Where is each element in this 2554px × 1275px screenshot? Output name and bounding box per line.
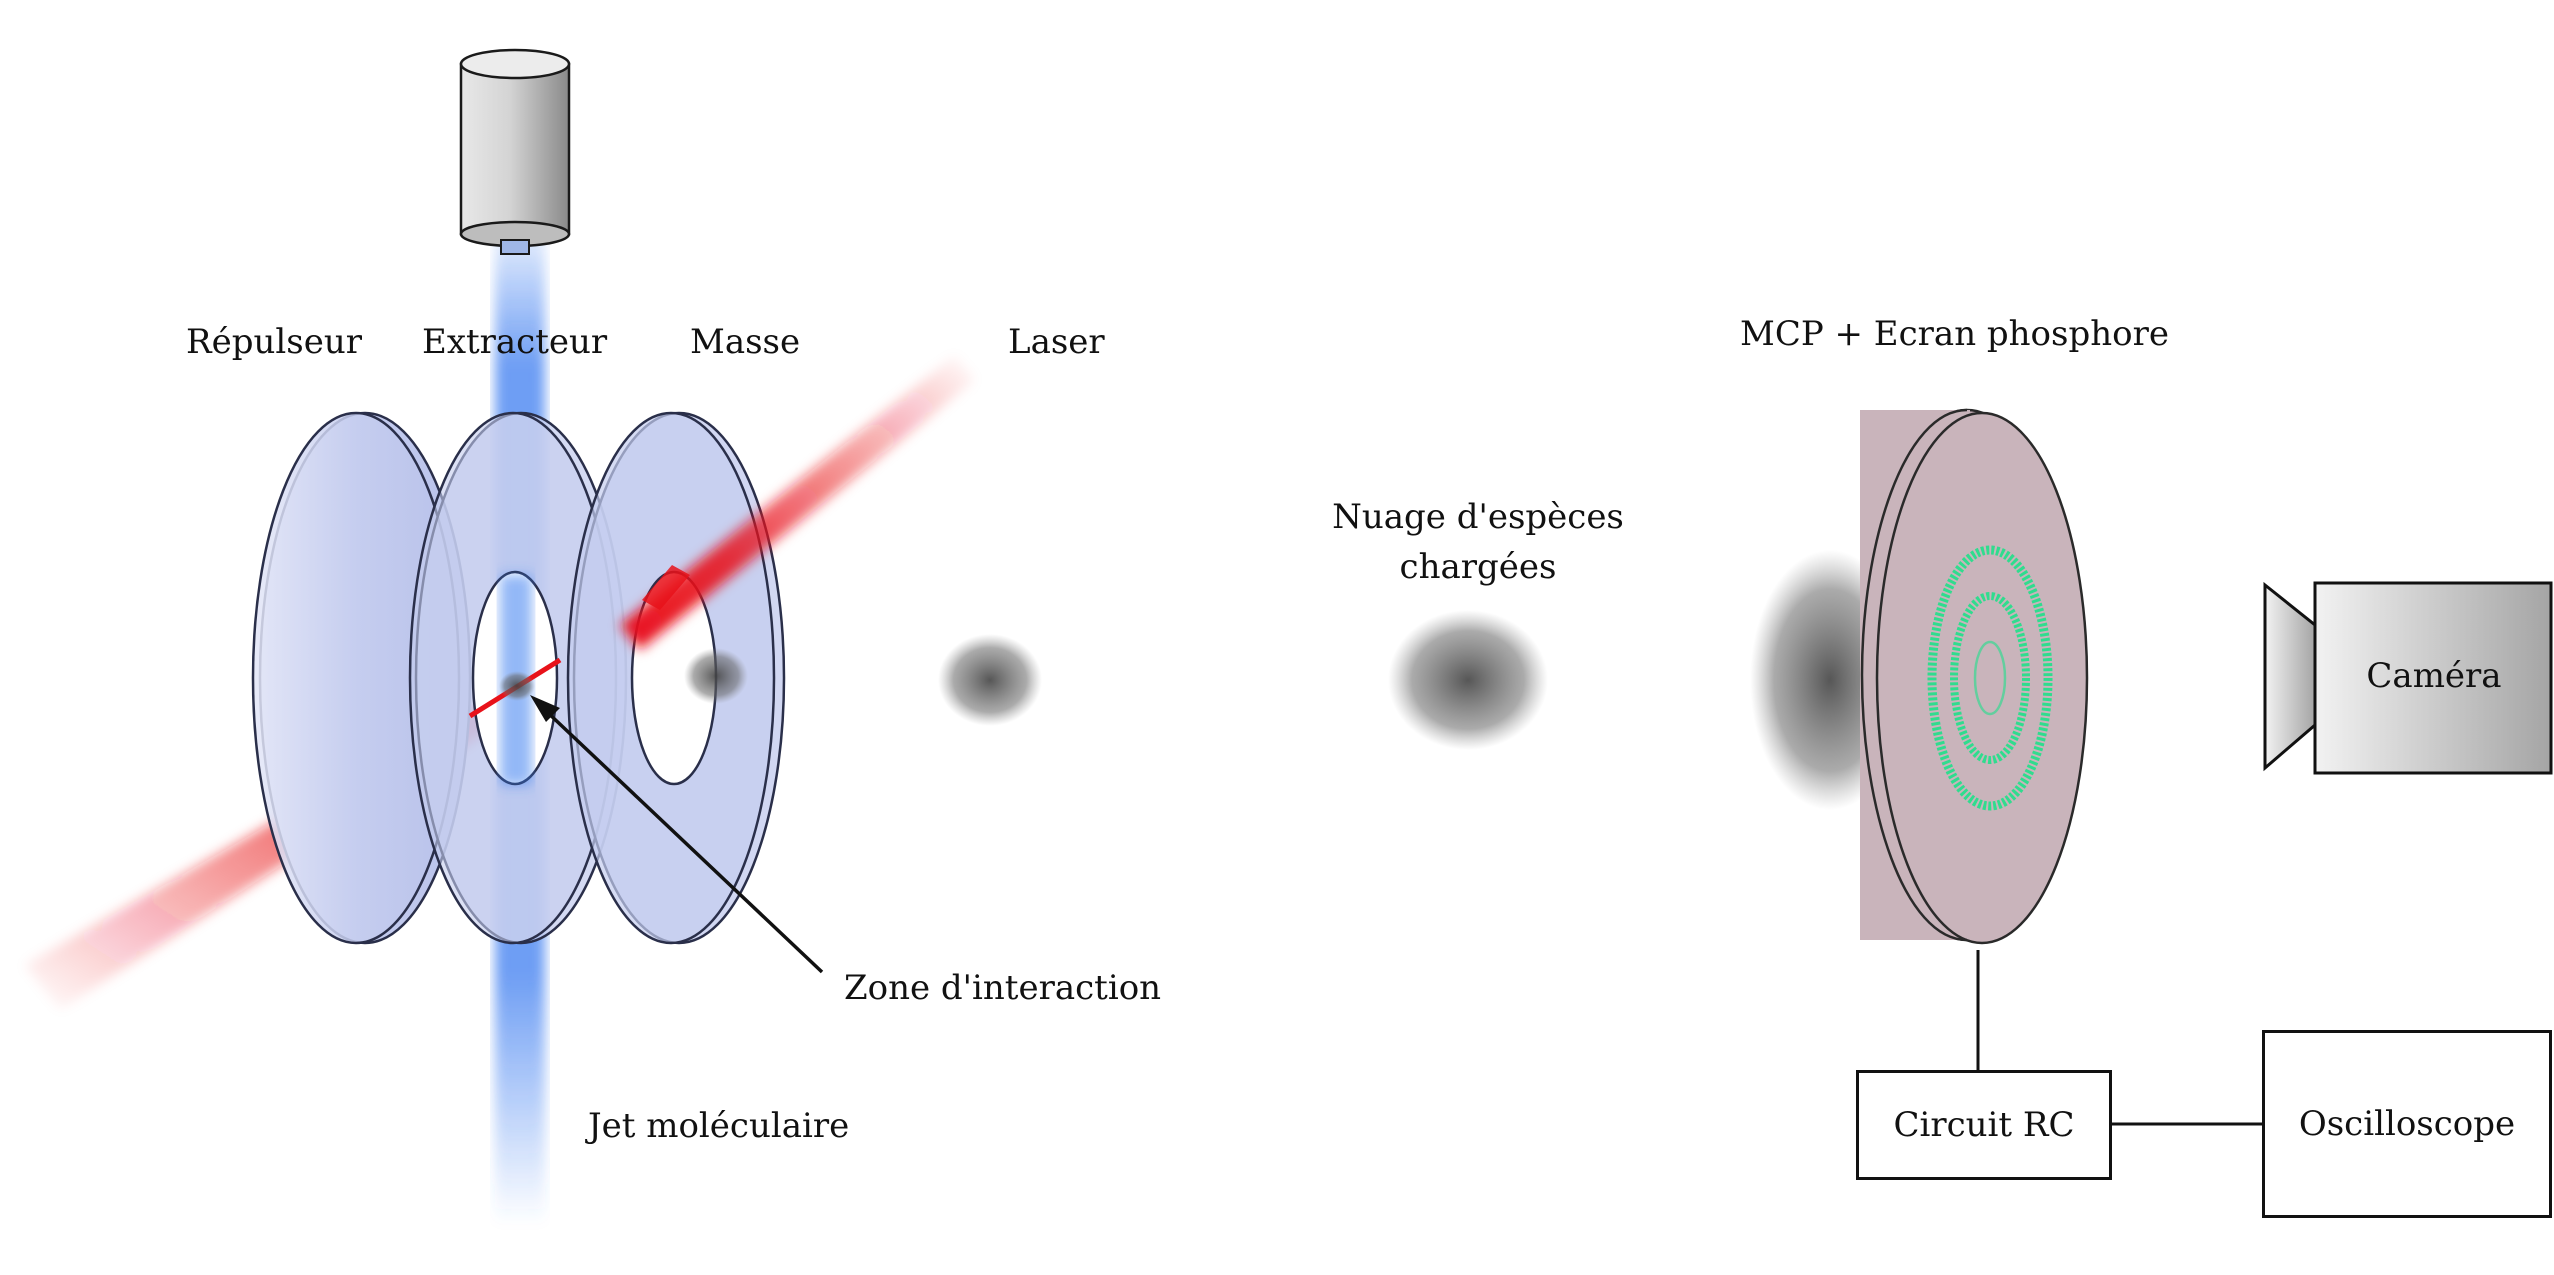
- cloud-small: [938, 634, 1042, 726]
- label-camera: Caméra: [2366, 656, 2502, 696]
- oscilloscope-box: Oscilloscope: [2262, 1030, 2552, 1218]
- cloud-interaction: [499, 671, 535, 701]
- label-masse: Masse: [690, 322, 801, 362]
- repulseur-plate: [251, 411, 472, 945]
- camera-icon: [2263, 581, 2553, 775]
- label-repulseur: Répulseur: [186, 322, 362, 362]
- cloud-large: [1388, 610, 1548, 750]
- jet-source-cylinder: [459, 48, 571, 255]
- masse-plate: [566, 411, 786, 945]
- label-cloud-line1: Nuage d'espèces: [1332, 497, 1624, 537]
- laser-in-masse-hole: [642, 565, 690, 610]
- label-laser: Laser: [1008, 322, 1105, 362]
- label-cloud-line2: chargées: [1399, 547, 1557, 587]
- label-molecular-jet: Jet moléculaire: [588, 1106, 850, 1146]
- mcp-detector: [1860, 408, 2089, 945]
- cloud-masse: [684, 648, 748, 704]
- circuit-rc-box: Circuit RC: [1856, 1070, 2112, 1180]
- label-interaction-zone: Zone d'interaction: [844, 968, 1162, 1008]
- label-extracteur: Extracteur: [422, 322, 608, 362]
- laser-beam-upper: [620, 355, 975, 650]
- zone-pointer-arrow: [530, 695, 824, 974]
- label-mcp-screen: MCP + Ecran phosphore: [1740, 314, 2169, 354]
- phosphor-rings: [1927, 545, 2053, 811]
